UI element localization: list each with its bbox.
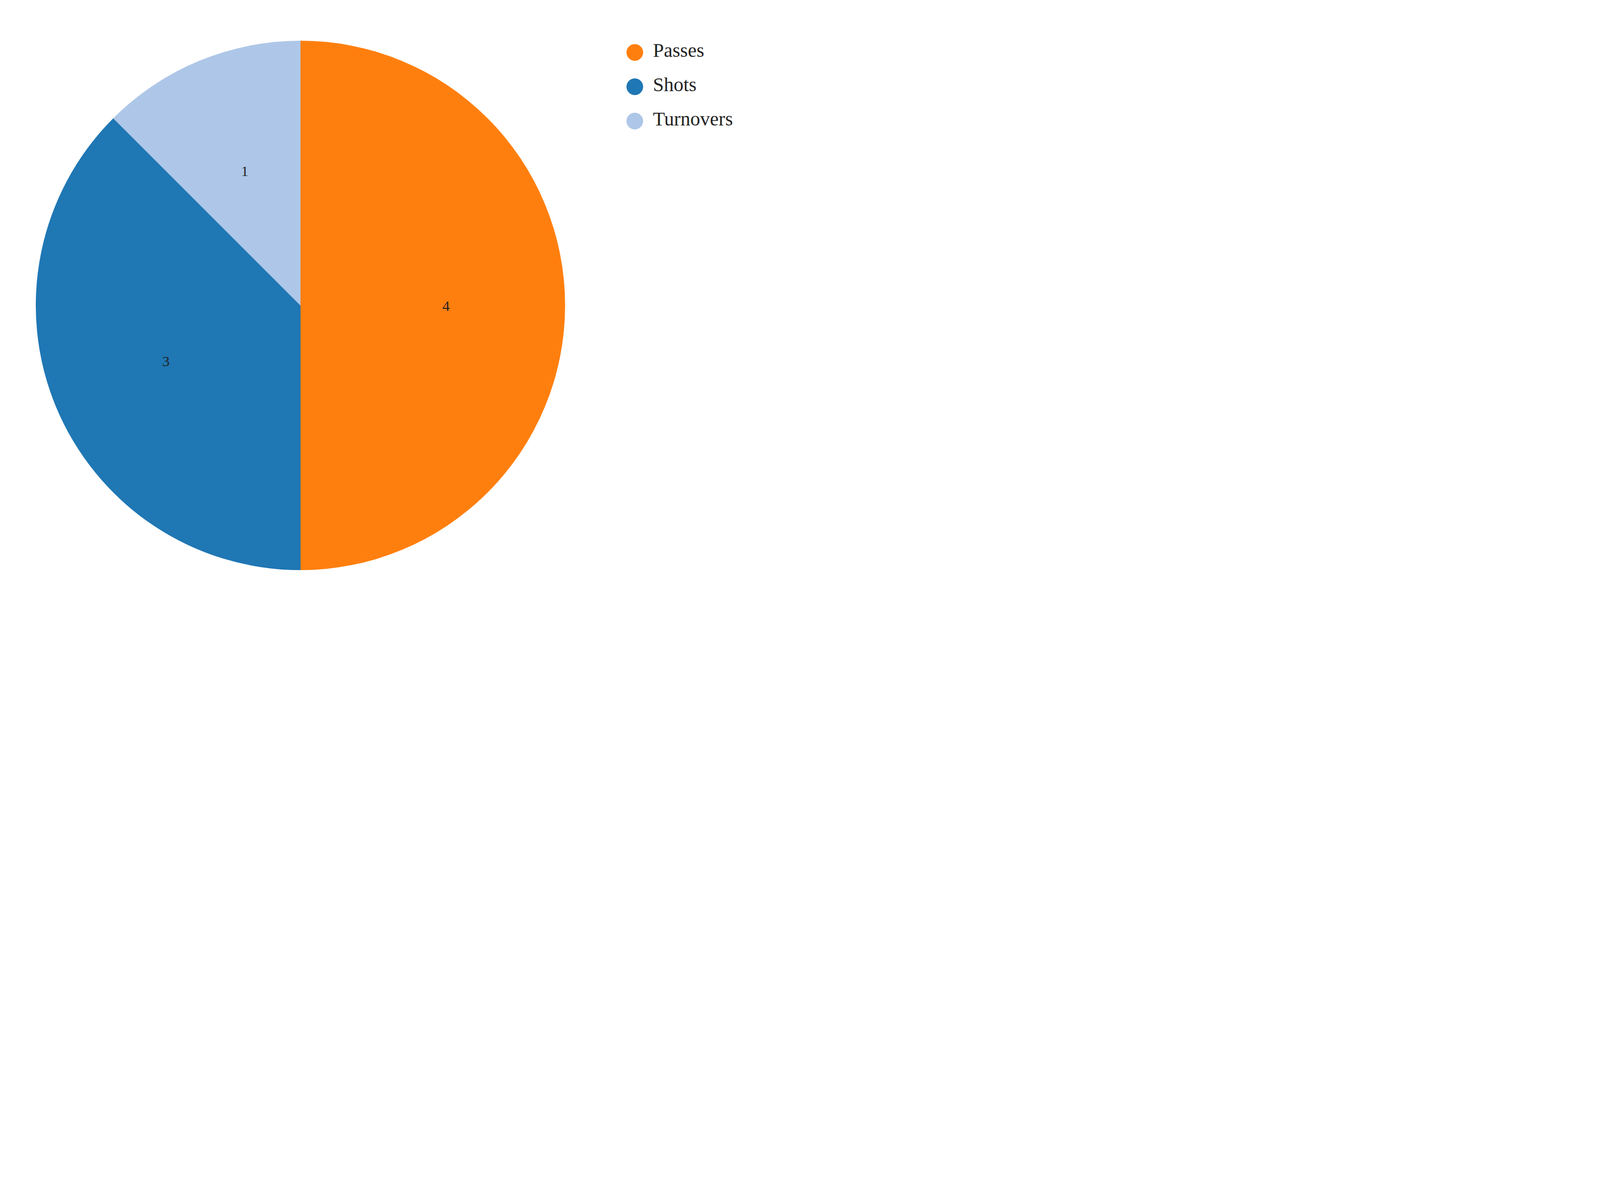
svg-text:3: 3 xyxy=(162,352,170,370)
svg-text:1: 1 xyxy=(241,162,249,179)
html-text:Shots: Shots xyxy=(652,73,697,96)
html-text:Passes: Passes xyxy=(652,39,705,62)
svg-text:4: 4 xyxy=(442,297,450,314)
html-text:Turnovers: Turnovers xyxy=(652,107,733,130)
